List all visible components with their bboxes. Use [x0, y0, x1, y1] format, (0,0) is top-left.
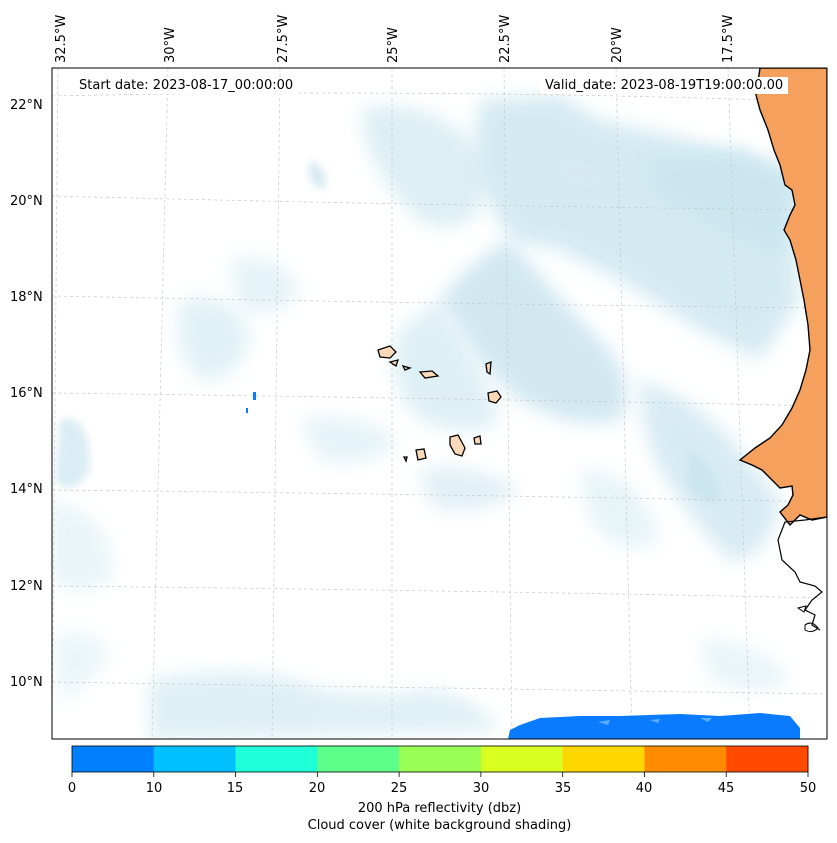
map-frame — [51, 67, 828, 740]
colorbar-segment-6 — [562, 746, 645, 772]
colorbar-segment-3 — [317, 746, 400, 772]
valid-date-label: Valid_date: 2023-08-19T19:00:00.00 — [540, 77, 789, 94]
colorbar-segment-5 — [480, 746, 564, 772]
colorbar-segment-8 — [726, 746, 809, 772]
lon-label-25w: 25°W — [386, 27, 401, 63]
colorbar-segment-1 — [153, 746, 237, 772]
lat-label-20n: 20°N — [10, 194, 43, 209]
lon-label-22-5w: 22.5°W — [498, 14, 513, 63]
colorbar-tick-50: 50 — [799, 781, 817, 796]
colorbar-tick-20: 20 — [308, 781, 326, 796]
graticule — [52, 68, 827, 739]
reflectivity-band-south — [508, 713, 800, 739]
colorbar-sublabel: Cloud cover (white background shading) — [307, 818, 572, 833]
start-date-label: Start date: 2023-08-17_00:00:00 — [74, 77, 299, 94]
colorbar-segment-4 — [399, 746, 482, 772]
lon-label-32-5w: 32.5°W — [54, 14, 69, 63]
colorbar-segment-2 — [235, 746, 318, 772]
coastline-islands-south — [796, 605, 819, 633]
lat-label-12n: 12°N — [10, 579, 43, 594]
colorbar-tick-30: 30 — [472, 781, 490, 796]
lat-label-16n: 16°N — [10, 386, 43, 401]
colorbar-label: 200 hPa reflectivity (dbz) — [357, 801, 522, 816]
colorbar-tick-25: 25 — [390, 781, 408, 796]
lat-label-10n: 10°N — [10, 675, 43, 690]
lat-label-14n: 14°N — [10, 482, 43, 497]
coastline-south — [777, 516, 827, 631]
lat-label-22n: 22°N — [10, 98, 43, 113]
lon-label-17-5w: 17.5°W — [721, 14, 736, 63]
colorbar-tick-10: 10 — [145, 781, 163, 796]
reflectivity-spot-small — [246, 408, 248, 413]
cape-verde-islands — [377, 345, 502, 463]
colorbar-frame — [71, 745, 809, 773]
colorbar — [72, 746, 809, 772]
colorbar-tick-35: 35 — [554, 781, 572, 796]
african-mainland — [738, 68, 827, 527]
colorbar-tick-marks — [71, 772, 809, 777]
reflectivity-band-edge — [598, 718, 712, 725]
colorbar-tick-0: 0 — [67, 781, 77, 796]
lon-label-30w: 30°W — [163, 27, 178, 63]
cloud-cover-shading — [52, 95, 800, 739]
colorbar-tick-40: 40 — [635, 781, 653, 796]
colorbar-tick-45: 45 — [717, 781, 735, 796]
colorbar-tick-15: 15 — [226, 781, 244, 796]
colorbar-segment-7 — [644, 746, 727, 772]
lon-label-27-5w: 27.5°W — [276, 14, 291, 63]
lat-label-18n: 18°N — [10, 290, 43, 305]
colorbar-segment-0 — [72, 746, 155, 772]
reflectivity-spot — [253, 392, 256, 400]
lon-label-20w: 20°W — [610, 27, 625, 63]
